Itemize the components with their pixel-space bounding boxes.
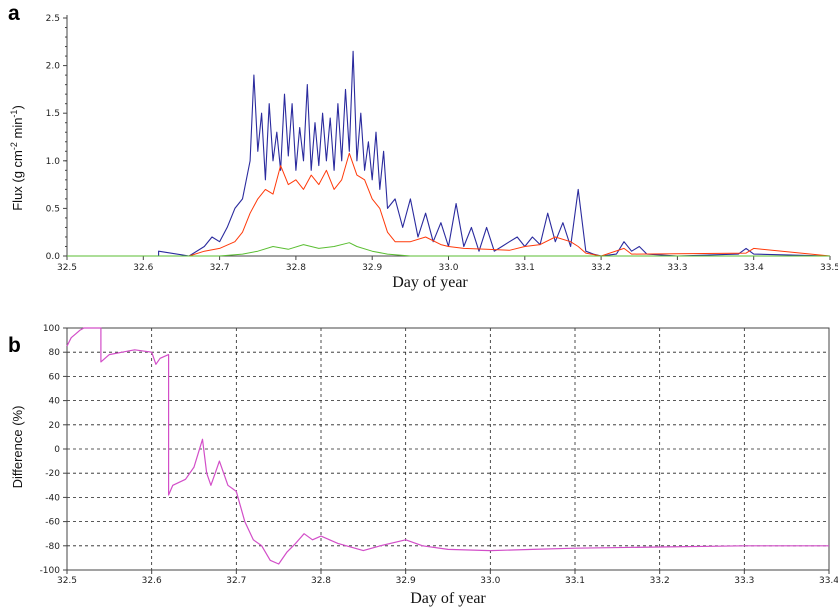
x-tick-label: 32.7 — [226, 576, 246, 586]
y-tick-label: -60 — [45, 518, 60, 528]
y-tick-label: 100 — [43, 324, 60, 334]
x-tick-label: 33.3 — [734, 576, 754, 586]
y-tick-label: -20 — [45, 469, 60, 479]
series-blue-line — [67, 50, 831, 257]
x-tick-label: 33.3 — [667, 263, 687, 273]
panel-a: a Flux (g cm-2 min-1) 32.5 32.6 32.7 32.8 32… — [8, 2, 838, 291]
x-tick-label: 32.5 — [57, 263, 77, 273]
y-tick-label: 0.5 — [46, 204, 60, 214]
x-tick-label: 33.2 — [591, 263, 611, 273]
y-tick-label: 60 — [49, 372, 61, 382]
panel-b-grid — [67, 328, 829, 570]
x-tick-label: 32.8 — [311, 576, 331, 586]
x-tick-label: 32.9 — [396, 576, 416, 586]
x-tick-label: 33.1 — [515, 263, 535, 273]
y-tick-label: 20 — [49, 421, 61, 431]
y-tick-label: 2.0 — [46, 62, 61, 72]
panel-b-series — [66, 327, 829, 565]
x-tick-label: 32.9 — [362, 263, 382, 273]
panel-a-xlabel: Day of year — [392, 274, 468, 291]
x-tick-label: 32.7 — [210, 263, 230, 273]
x-tick-label: 33.5 — [820, 263, 838, 273]
series-red-line — [67, 152, 831, 257]
series-difference-line — [66, 327, 829, 565]
panel-b-ylabel: Difference (%) — [10, 406, 25, 489]
y-tick-label: -80 — [45, 542, 60, 552]
x-tick-label: 32.6 — [133, 263, 153, 273]
x-tick-label: 33.4 — [744, 263, 764, 273]
x-tick-label: 32.5 — [57, 576, 77, 586]
x-tick-label: 33.1 — [565, 576, 585, 586]
panel-a-ticks: 32.5 32.6 32.7 32.8 32.9 33.0 33.1 33.2 33.3 33.4… — [46, 14, 838, 273]
panel-b: b Difference (%) 32.5 32.6 32.7 32.8 32.9 33.… — [8, 324, 838, 607]
x-tick-label: 32.8 — [286, 263, 306, 273]
y-tick-label: -100 — [40, 566, 61, 576]
panel-a-label: a — [8, 2, 20, 25]
y-tick-label: 1.5 — [46, 109, 60, 119]
y-tick-label: 2.5 — [46, 14, 60, 24]
series-green-line — [67, 242, 830, 257]
panel-a-ylabel: Flux (g cm-2 min-1) — [9, 105, 25, 211]
x-tick-label: 33.0 — [480, 576, 500, 586]
x-tick-label: 32.6 — [142, 576, 162, 586]
y-tick-label: 40 — [49, 397, 61, 407]
panel-b-ticks: 32.5 32.6 32.7 32.8 32.9 33.0 33.1 33.2 33.3 33.4… — [40, 324, 838, 586]
y-tick-label: 0.0 — [46, 252, 61, 262]
panel-b-xlabel: Day of year — [410, 590, 486, 607]
y-tick-label: 1.0 — [46, 157, 61, 167]
panel-a-series — [67, 50, 831, 257]
x-tick-label: 33.4 — [819, 576, 838, 586]
panel-b-label: b — [8, 334, 21, 357]
x-tick-label: 33.0 — [438, 263, 458, 273]
y-tick-label: 80 — [49, 348, 61, 358]
y-tick-label: 0 — [54, 445, 60, 455]
x-tick-label: 33.2 — [650, 576, 670, 586]
y-tick-label: -40 — [45, 493, 60, 503]
